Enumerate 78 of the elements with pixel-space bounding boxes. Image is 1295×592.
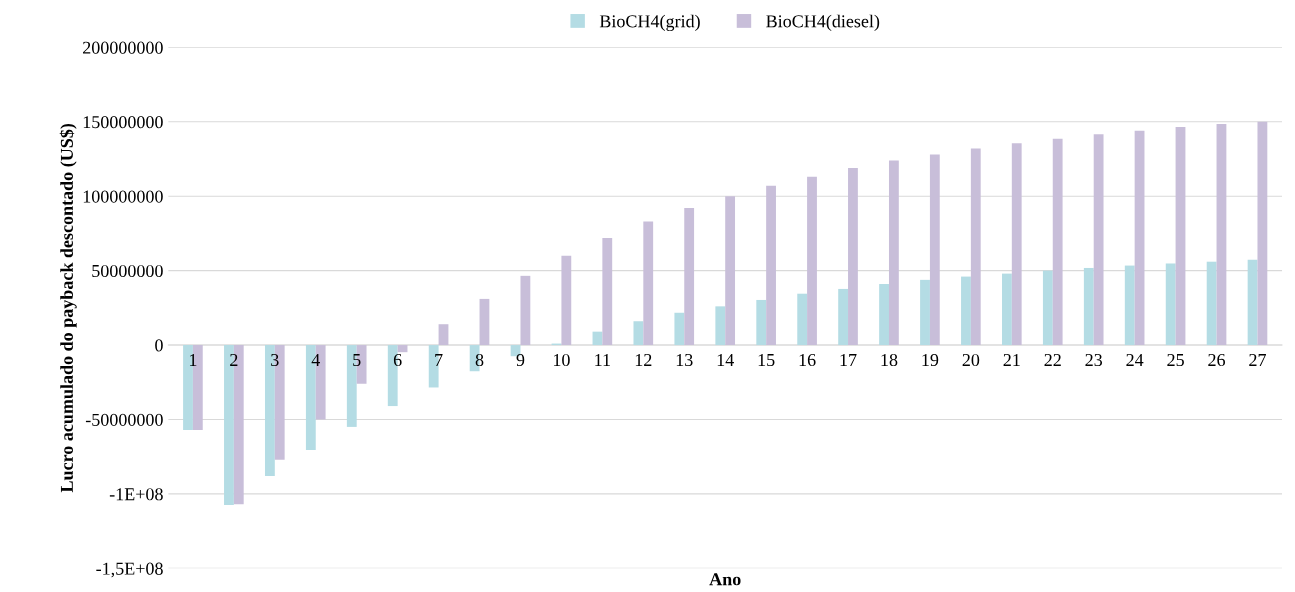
x-tick-label: 4 (311, 354, 320, 366)
x-tick-label: 24 (1126, 353, 1144, 366)
x-tick-label: 18 (881, 353, 898, 367)
bar (397, 345, 408, 353)
y-tick-label: 200000000 (83, 41, 163, 54)
bar (602, 237, 613, 346)
x-tick-label: 21 (1003, 353, 1020, 366)
bar (797, 293, 808, 346)
x-tick-label: 22 (1044, 353, 1061, 366)
x-tick-label: 9 (516, 353, 525, 367)
x-tick-label: 16 (799, 353, 816, 367)
y-tick-label: 100000000 (83, 190, 163, 203)
bar (438, 324, 449, 346)
y-tick-label: -50000000 (85, 413, 163, 426)
bar (888, 160, 899, 346)
bar (1001, 273, 1012, 346)
x-tick-label: 27 (1249, 353, 1266, 366)
y-tick-label: 0 (155, 339, 163, 352)
bar (1124, 265, 1135, 346)
bar (1083, 267, 1094, 346)
y-tick-label: -1,5E+08 (96, 562, 163, 578)
x-tick-label: 8 (475, 353, 484, 367)
x-tick-label: 25 (1167, 353, 1184, 367)
bar (561, 255, 572, 346)
x-tick-label: 11 (595, 353, 610, 366)
x-axis-title: Ano (709, 573, 741, 586)
x-tick-label: 3 (271, 353, 279, 367)
x-tick-label: 2 (230, 353, 238, 366)
bar (1216, 124, 1227, 346)
x-tick-label: 20 (962, 353, 980, 367)
x-tick-label: 7 (435, 354, 443, 366)
x-tick-label: 10 (553, 353, 570, 367)
x-tick-label: 13 (676, 353, 693, 367)
bar (807, 176, 817, 346)
bar (929, 154, 940, 346)
bar (1042, 270, 1053, 346)
bar (879, 284, 889, 346)
bar (725, 196, 736, 346)
bar (838, 288, 849, 346)
bar (766, 185, 776, 346)
y-tick-label: 50000000 (92, 264, 163, 278)
x-tick-label: 26 (1208, 353, 1226, 367)
x-tick-label: 14 (717, 353, 734, 366)
x-tick-label: 19 (922, 353, 939, 367)
bar (848, 167, 858, 346)
x-tick-label: 5 (353, 354, 361, 367)
x-tick-label: 23 (1085, 353, 1103, 367)
legend-label: BioCH4(grid) (599, 14, 700, 32)
bar (920, 279, 930, 346)
bar (1165, 263, 1176, 346)
y-tick-label: -1E+08 (109, 488, 163, 501)
x-tick-label: 12 (635, 353, 652, 366)
bar (633, 321, 644, 346)
bar (1134, 130, 1145, 346)
bar (961, 276, 971, 346)
x-tick-label: 6 (393, 353, 402, 367)
legend-label: BioCH4(diesel) (766, 14, 880, 32)
bar (192, 345, 203, 430)
y-tick-label: 150000000 (83, 116, 163, 129)
bar (1011, 143, 1022, 346)
x-tick-label: 1 (189, 353, 197, 366)
bar (520, 275, 531, 346)
bar (479, 298, 490, 346)
bar (643, 221, 654, 346)
bar (1093, 134, 1104, 346)
bar (1257, 121, 1268, 346)
x-tick-label: 15 (758, 353, 775, 367)
bar (1247, 259, 1258, 346)
bar (970, 148, 981, 346)
y-axis-title: Lucro acumulado do payback descontado (US$) (59, 123, 77, 493)
bar (1052, 138, 1063, 346)
bar (674, 312, 685, 346)
bar (1206, 261, 1217, 346)
bar (715, 306, 726, 346)
x-tick-label: 17 (840, 353, 857, 366)
bar (1175, 126, 1186, 346)
bar (756, 299, 767, 346)
bar (684, 208, 695, 346)
